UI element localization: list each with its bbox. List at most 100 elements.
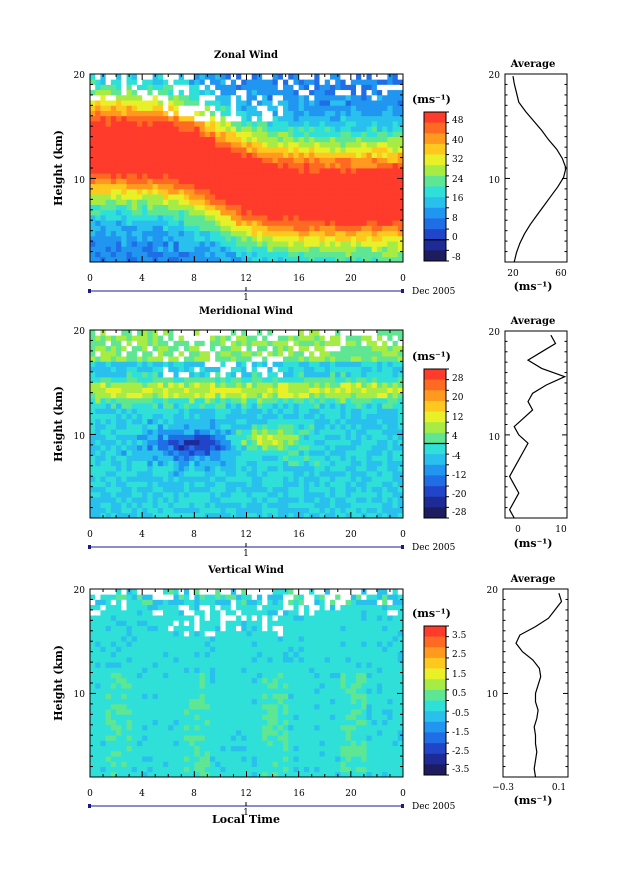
heatmap-cell xyxy=(178,397,185,404)
heatmap-cell xyxy=(262,79,268,85)
heatmap-cell xyxy=(230,356,237,362)
heatmap-cell xyxy=(121,740,127,747)
heatmap-cell xyxy=(142,382,148,388)
heatmap-cell xyxy=(335,491,341,498)
heatmap-cell xyxy=(116,183,122,190)
heatmap-cell xyxy=(116,209,122,216)
heatmap-cell xyxy=(230,225,237,232)
heatmap-cell xyxy=(262,209,268,216)
heatmap-cell xyxy=(131,471,138,477)
heatmap-cell xyxy=(293,84,300,91)
heatmap-cell xyxy=(366,418,373,425)
heatmap-cell xyxy=(204,424,211,430)
heatmap-cell xyxy=(236,444,242,451)
heatmap-cell xyxy=(298,152,305,158)
heatmap-cell xyxy=(126,667,133,673)
heatmap-cell xyxy=(209,403,216,409)
profile-title: Average xyxy=(510,316,556,327)
heatmap-cell xyxy=(183,74,190,80)
heatmap-cell xyxy=(163,424,169,430)
heatmap-cell xyxy=(387,335,393,341)
heatmap-cell xyxy=(126,105,133,111)
heatmap-cell xyxy=(173,183,180,190)
heatmap-cell xyxy=(194,204,200,211)
heatmap-cell xyxy=(100,94,107,101)
heatmap-cell xyxy=(324,79,331,85)
heatmap-cell xyxy=(163,413,169,420)
heatmap-cell xyxy=(340,131,347,138)
heatmap-cell xyxy=(382,194,388,200)
heatmap-cell xyxy=(100,656,107,663)
heatmap-cell xyxy=(361,168,367,174)
heatmap-cell xyxy=(371,471,378,477)
heatmap-cell xyxy=(335,444,341,451)
heatmap-cell xyxy=(314,382,320,388)
heatmap-cell xyxy=(319,366,326,373)
heatmap-cell xyxy=(116,408,122,414)
heatmap-cell xyxy=(262,345,268,352)
heatmap-cell xyxy=(116,444,122,451)
heatmap-cell xyxy=(277,497,284,503)
heatmap-field xyxy=(90,74,403,262)
heatmap-cell xyxy=(157,476,164,482)
heatmap-cell xyxy=(340,225,347,232)
heatmap-cell xyxy=(126,688,133,694)
heatmap-cell xyxy=(183,105,190,111)
heatmap-cell xyxy=(183,382,190,388)
heatmap-cell xyxy=(95,188,101,195)
heatmap-cell xyxy=(100,491,107,498)
heatmap-cell xyxy=(152,199,159,205)
heatmap-cell xyxy=(382,497,388,503)
heatmap-cell xyxy=(397,340,403,347)
heatmap-cell xyxy=(116,471,122,477)
heatmap-cell xyxy=(324,183,331,190)
heatmap-cell xyxy=(324,371,331,378)
heatmap-cell xyxy=(366,476,373,482)
heatmap-cell xyxy=(329,455,336,461)
heatmap-cell xyxy=(116,392,122,399)
heatmap-cell xyxy=(126,215,133,221)
heatmap-cell xyxy=(246,397,253,404)
heatmap-cell xyxy=(90,230,96,237)
heatmap-cell xyxy=(319,371,326,378)
heatmap-cell xyxy=(173,84,180,91)
heatmap-cell xyxy=(329,403,336,409)
heatmap-cell xyxy=(194,330,200,336)
heatmap-cell xyxy=(293,350,300,357)
heatmap-cell xyxy=(397,387,403,394)
heatmap-cell xyxy=(350,366,357,373)
heatmap-cell xyxy=(267,465,273,472)
heatmap-cell xyxy=(345,455,352,461)
heatmap-cell xyxy=(236,136,242,143)
heatmap-cell xyxy=(225,204,232,211)
heatmap-cell xyxy=(251,147,258,153)
heatmap-cell xyxy=(256,450,263,456)
heatmap-cell xyxy=(116,345,122,352)
heatmap-cell xyxy=(345,497,352,503)
heatmap-cell xyxy=(256,79,263,85)
heatmap-cell xyxy=(345,512,352,518)
heatmap-cell xyxy=(105,491,112,498)
heatmap-cell xyxy=(204,173,211,179)
heatmap-cell xyxy=(335,340,341,347)
heatmap-cell xyxy=(100,115,107,122)
heatmap-cell xyxy=(189,371,195,378)
heatmap-cell xyxy=(262,424,268,430)
heatmap-cell xyxy=(303,131,310,138)
heatmap-cell xyxy=(121,636,127,642)
heatmap-cell xyxy=(173,251,180,258)
heatmap-cell xyxy=(90,750,96,757)
heatmap-cell xyxy=(199,450,206,456)
heatmap-cell xyxy=(110,507,117,514)
heatmap-cell xyxy=(215,471,221,477)
heatmap-cell xyxy=(366,157,373,164)
heatmap-cell xyxy=(178,215,185,221)
heatmap-cell xyxy=(272,335,279,341)
heatmap-cell xyxy=(288,100,294,106)
heatmap-cell xyxy=(163,397,169,404)
heatmap-cell xyxy=(168,350,174,357)
heatmap-cell xyxy=(392,408,399,414)
heatmap-cell xyxy=(142,256,148,262)
heatmap-cell xyxy=(293,194,300,200)
heatmap-cell xyxy=(95,589,101,595)
